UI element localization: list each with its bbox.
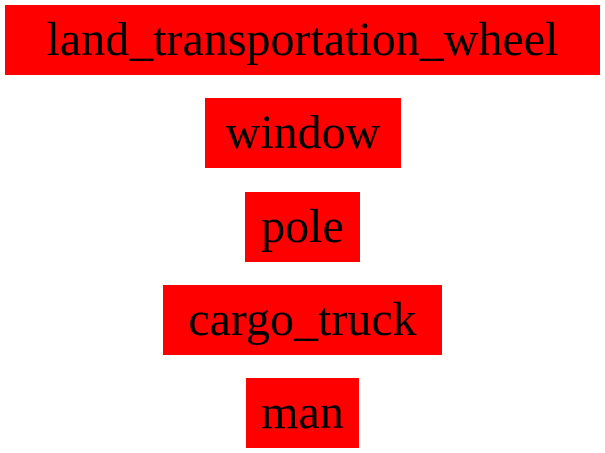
- label-pole: pole: [245, 192, 360, 262]
- label-window: window: [205, 98, 401, 168]
- label-cargo-truck: cargo_truck: [163, 285, 442, 355]
- label-man: man: [246, 378, 359, 448]
- label-land-transportation-wheel: land_transportation_wheel: [5, 5, 600, 75]
